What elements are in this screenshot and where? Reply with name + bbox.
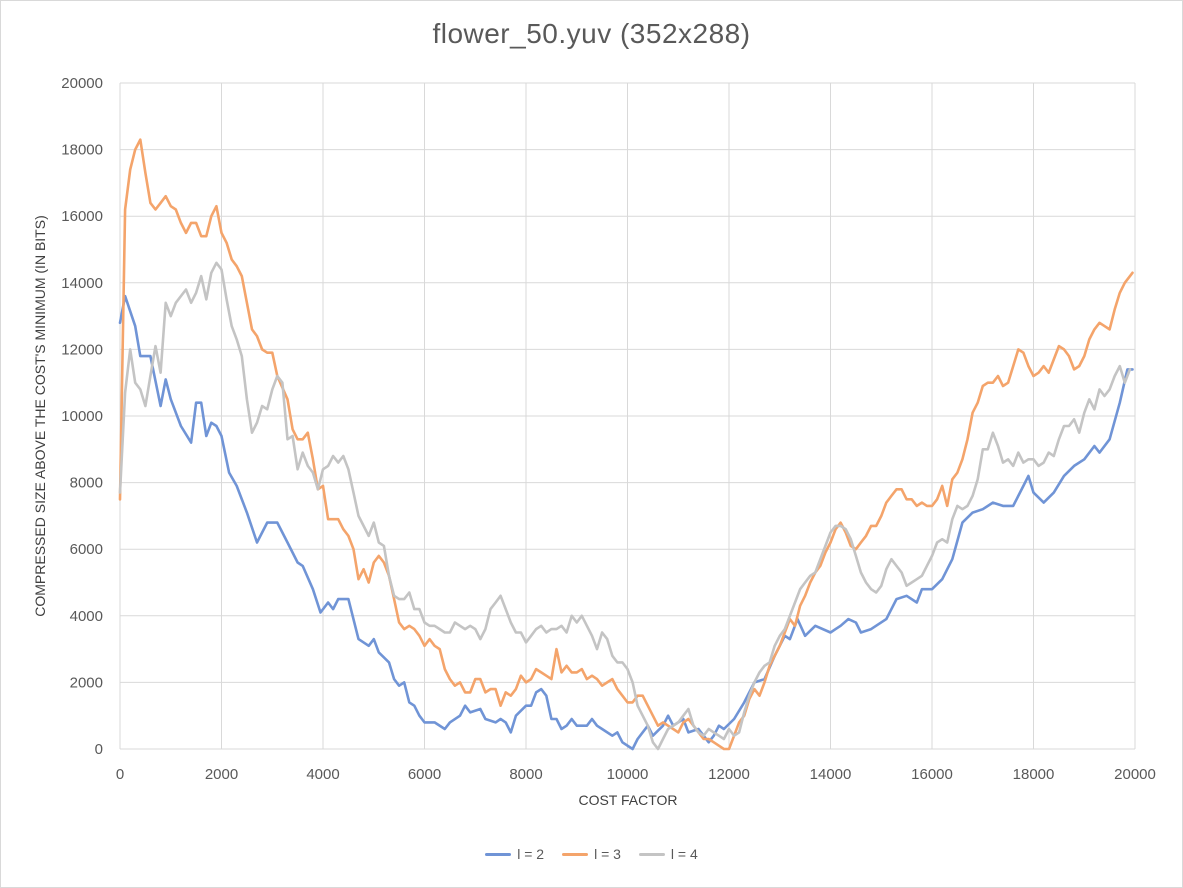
x-tick-label: 20000 <box>1114 766 1156 783</box>
y-tick-label: 16000 <box>61 208 103 225</box>
x-tick-label: 16000 <box>911 766 953 783</box>
x-tick-label: 18000 <box>1013 766 1055 783</box>
series-line <box>118 261 1132 751</box>
x-tick-labels: 0 2000 4000 6000 8000 10000 12000 14000 16000 180… <box>116 766 1156 783</box>
chart-title: flower_50.yuv (352x288) <box>432 18 751 49</box>
legend-swatch <box>562 852 589 856</box>
legend-label: l = 3 <box>594 846 621 862</box>
y-tick-label: 10000 <box>61 408 103 425</box>
y-tick-labels: 0 2000 4000 6000 8000 10000 12000 14000 16000 180… <box>61 75 103 758</box>
y-tick-label: 2000 <box>70 674 103 691</box>
y-axis-label: COMPRESSED SIZE ABOVE THE COST'S MINIMUM… <box>32 215 48 617</box>
x-tick-label: 12000 <box>708 766 750 783</box>
gridlines <box>119 82 1136 750</box>
y-tick-label: 14000 <box>61 275 103 292</box>
series-lines <box>118 138 1134 751</box>
legend-swatch <box>638 852 665 856</box>
legend-item: l = 2 <box>485 846 544 862</box>
series-line <box>118 294 1134 751</box>
y-tick-label: 6000 <box>70 541 103 558</box>
x-tick-label: 2000 <box>205 766 238 783</box>
x-axis-label: COST FACTOR <box>578 792 678 808</box>
x-tick-label: 10000 <box>607 766 649 783</box>
x-tick-label: 4000 <box>306 766 339 783</box>
y-tick-label: 18000 <box>61 142 103 159</box>
x-tick-label: 14000 <box>810 766 852 783</box>
x-tick-label: 8000 <box>509 766 542 783</box>
x-tick-label: 6000 <box>408 766 441 783</box>
y-tick-label: 12000 <box>61 341 103 358</box>
legend-swatch <box>485 852 512 856</box>
y-tick-label: 0 <box>95 741 103 758</box>
legend-item: l = 3 <box>562 846 621 862</box>
x-tick-label: 0 <box>116 766 124 783</box>
y-tick-label: 20000 <box>61 75 103 92</box>
y-tick-label: 8000 <box>70 475 103 492</box>
y-tick-label: 4000 <box>70 608 103 625</box>
legend-label: l = 4 <box>670 846 698 862</box>
legend-item: l = 4 <box>638 846 698 862</box>
series-line <box>118 138 1134 751</box>
legend: l = 2 l = 3 l = 4 <box>0 846 1183 862</box>
legend-label: l = 2 <box>517 846 545 862</box>
